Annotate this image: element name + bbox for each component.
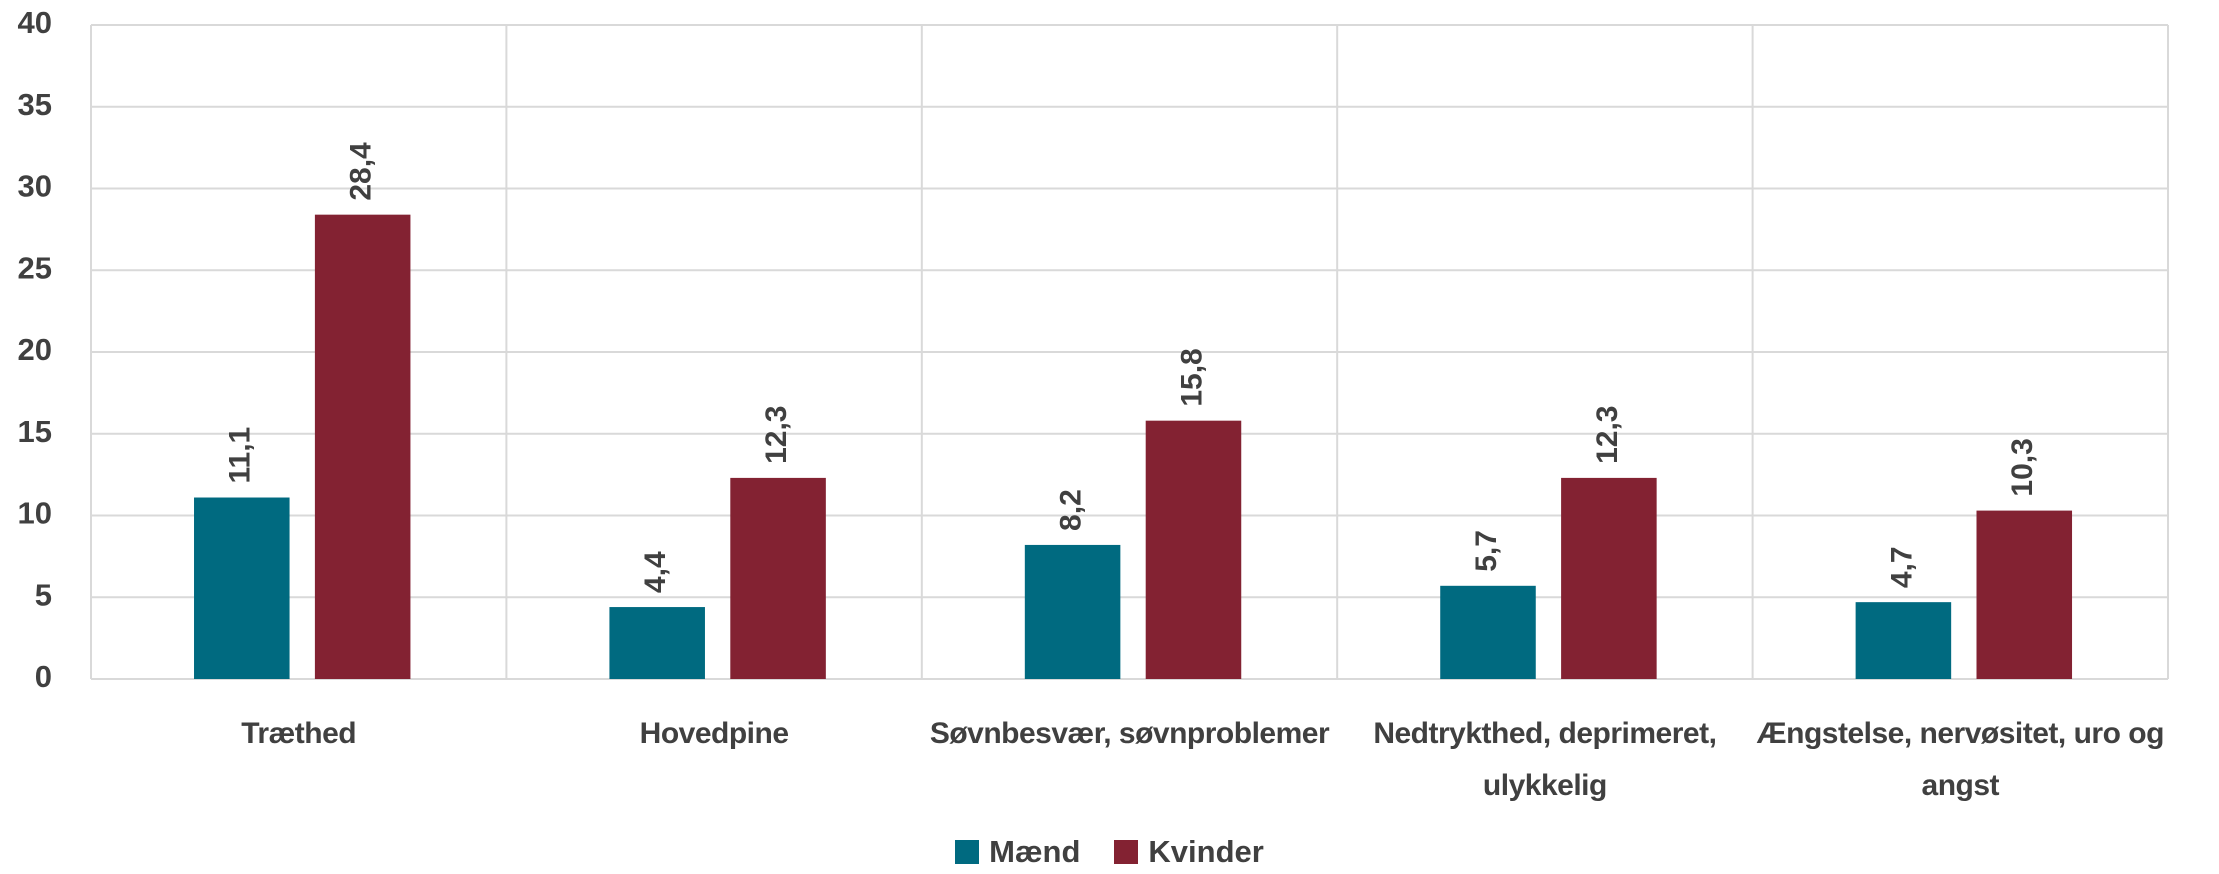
y-tick-label: 10 xyxy=(18,496,52,531)
data-label: 10,3 xyxy=(2006,438,2039,496)
data-label: 4,7 xyxy=(1885,546,1918,588)
y-tick-label: 0 xyxy=(35,659,52,694)
bar xyxy=(609,607,705,679)
data-label: 5,7 xyxy=(1470,530,1503,572)
bar xyxy=(1145,420,1242,679)
data-label: 8,2 xyxy=(1055,489,1088,531)
x-tick-label: Søvnbesvær, søvnproblemer xyxy=(929,717,1330,750)
legend-label: Kvinder xyxy=(1148,834,1264,869)
legend-item: Kvinder xyxy=(1114,834,1264,870)
data-label: 11,1 xyxy=(224,427,257,484)
data-label: 28,4 xyxy=(345,142,378,201)
y-tick-label: 35 xyxy=(18,87,52,122)
y-tick-label: 5 xyxy=(35,577,52,612)
y-tick-label: 15 xyxy=(18,414,52,449)
data-label: 15,8 xyxy=(1175,348,1208,406)
bar xyxy=(1440,585,1536,679)
y-tick-label: 40 xyxy=(18,5,52,40)
bar xyxy=(1561,477,1657,679)
legend-item: Mænd xyxy=(955,834,1080,870)
bar xyxy=(1024,544,1121,679)
y-tick-label: 20 xyxy=(18,332,52,367)
legend-swatch xyxy=(955,840,980,864)
bar xyxy=(194,497,290,679)
x-tick-label: Nedtrykthed, deprimeret, ulykkelig xyxy=(1373,717,1717,802)
bar xyxy=(314,214,411,679)
x-tick-label: Hovedpine xyxy=(639,717,789,750)
x-tick-label: Ængstelse, nervøsitet, uro og angst xyxy=(1756,717,2165,802)
y-tick-label: 30 xyxy=(18,169,52,204)
bar xyxy=(1855,602,1952,679)
y-tick-label: 25 xyxy=(18,250,52,285)
data-label: 12,3 xyxy=(1591,406,1624,464)
data-label: 12,3 xyxy=(760,406,793,464)
bar xyxy=(1976,510,2073,679)
bar xyxy=(730,477,826,679)
data-label: 4,4 xyxy=(639,551,672,593)
legend: Mænd Kvinder xyxy=(0,834,2219,870)
legend-swatch xyxy=(1114,840,1139,864)
x-tick-label: Træthed xyxy=(241,717,357,750)
legend-label: Mænd xyxy=(989,834,1081,869)
